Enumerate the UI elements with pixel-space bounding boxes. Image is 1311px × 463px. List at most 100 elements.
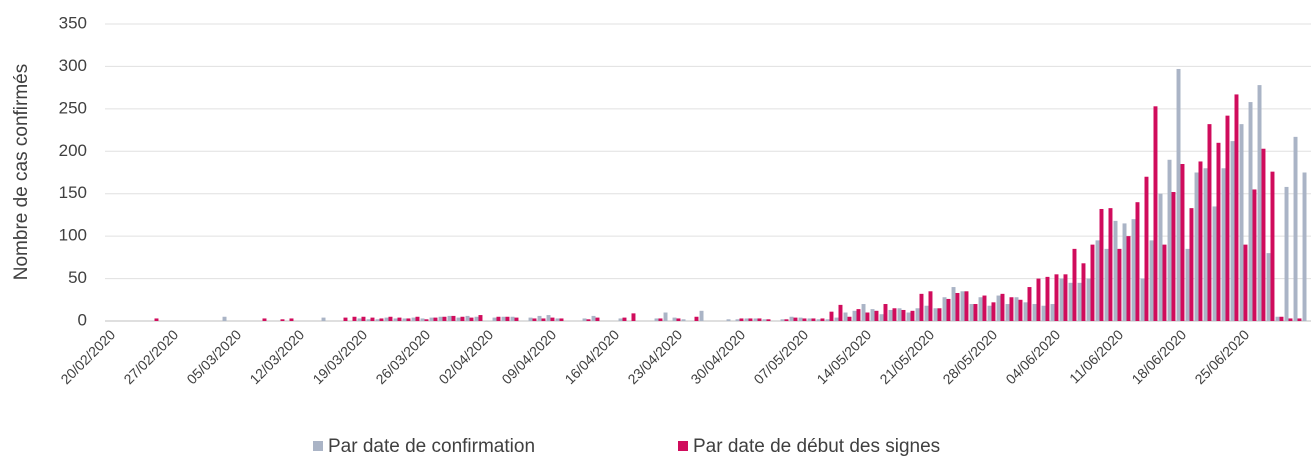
bar [1095,240,1100,321]
bar [1117,248,1122,321]
bar [361,316,366,321]
bar [784,319,789,321]
x-tick-label: 21/05/2020 [876,326,937,387]
bar [357,318,362,321]
bar [154,318,159,321]
bar [420,318,425,321]
bar [1275,316,1280,321]
bar [1153,106,1158,321]
bar [1140,278,1145,321]
bar [1104,248,1109,321]
bar [789,316,794,321]
bar [987,305,992,321]
bar [546,315,551,321]
bar [1171,192,1176,321]
x-tick-label: 19/03/2020 [309,326,370,387]
x-tick-label: 27/02/2020 [120,326,181,387]
bar [321,317,326,321]
bar [892,308,897,321]
bar [402,318,407,321]
bar [1036,278,1041,321]
bar [897,308,902,321]
bar [726,319,731,321]
bar [694,316,699,321]
bar [996,295,1001,321]
legend-label: Par date de début des signes [693,436,940,457]
bar [663,312,668,321]
bar [1000,293,1005,321]
bar [969,304,974,321]
bar [1212,206,1217,321]
bar [406,318,411,321]
x-tick-label: 09/04/2020 [498,326,559,387]
x-tick-label: 25/06/2020 [1191,326,1252,387]
bar [910,310,915,321]
bar [982,295,987,321]
bar [1180,164,1185,321]
bar [1149,240,1154,321]
bar [1068,282,1073,321]
bar [1167,159,1172,321]
bar [1041,305,1046,321]
x-tick-label: 02/04/2020 [435,326,496,387]
bar [847,316,852,321]
bar [496,316,501,321]
bar [928,291,933,321]
x-tick-label: 11/06/2020 [1066,326,1126,386]
bar [766,319,771,321]
bar [762,319,767,321]
bar [1189,208,1194,321]
y-tick-label: 0 [78,310,87,329]
bar [1090,244,1095,321]
legend-swatch [313,441,323,451]
bar [343,317,348,321]
bar [280,319,285,321]
bar [514,317,519,321]
bar [951,287,956,321]
bar [388,316,393,321]
bar [933,308,938,321]
bar [1005,304,1010,321]
bar [1108,208,1113,321]
bar [879,314,884,321]
bar [1234,94,1239,321]
bar [1266,253,1271,321]
x-tick-label: 28/05/2020 [939,326,1000,387]
bar [1279,316,1284,321]
bar [541,318,546,321]
y-tick-label: 200 [59,141,87,160]
bar [901,309,906,321]
bar [681,319,686,321]
bar [834,317,839,321]
bar [618,318,623,321]
bar [807,318,812,321]
x-tick-label: 16/04/2020 [561,326,622,387]
bar [1239,124,1244,321]
bar [937,308,942,321]
bar [1248,102,1253,321]
bar [888,309,893,321]
bar [469,317,474,321]
bar [748,318,753,321]
bar [1014,297,1019,321]
bar [1243,244,1248,321]
bar [370,317,375,321]
bar [438,316,443,321]
x-tick-label: 30/04/2020 [687,326,748,387]
bar [676,318,681,321]
bar [1293,136,1298,321]
x-tick-label: 04/06/2020 [1002,326,1063,387]
bar [492,317,497,321]
bar [1122,223,1127,321]
y-tick-label: 100 [59,226,87,245]
bar [424,319,429,321]
bar [537,315,542,321]
bar [1054,274,1059,321]
bar [433,317,438,321]
bar [532,318,537,321]
bar [1023,302,1028,321]
bar [883,304,888,321]
bar [919,293,924,321]
bar [870,309,875,321]
bar [375,319,380,321]
